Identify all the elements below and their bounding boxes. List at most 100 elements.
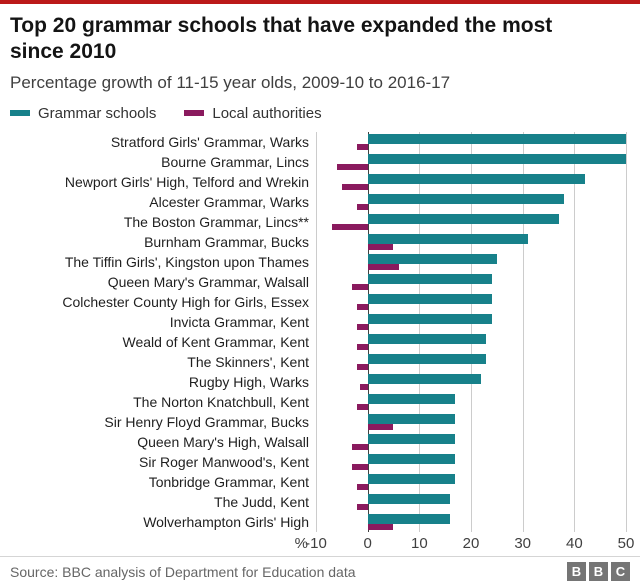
bar-local-authority xyxy=(367,243,394,250)
bar-local-authority xyxy=(357,403,368,410)
category-label: Newport Girls' High, Telford and Wrekin xyxy=(64,173,309,190)
source-attribution: Source: BBC analysis of Department for E… xyxy=(10,563,356,580)
legend-item-grammar-schools: Grammar schools xyxy=(10,105,156,122)
bar-local-authority xyxy=(357,203,368,210)
bar-grammar-school xyxy=(367,193,564,204)
bar-local-authority xyxy=(341,183,368,190)
bar-local-authority xyxy=(357,143,368,150)
legend-label: Grammar schools xyxy=(38,104,157,122)
bar-local-authority xyxy=(352,443,368,450)
category-label: Tonbridge Grammar, Kent xyxy=(148,473,309,490)
category-label: Stratford Girls' Grammar, Warks xyxy=(110,133,309,150)
tick-label: 30 xyxy=(514,534,531,552)
bar-grammar-school xyxy=(367,453,456,464)
chart-row xyxy=(316,412,626,432)
bbc-logo: B B C xyxy=(567,562,630,581)
bar-local-authority xyxy=(357,303,368,310)
chart-row xyxy=(316,512,626,532)
gridline xyxy=(316,131,317,532)
chart-row xyxy=(316,292,626,312)
bar-grammar-school xyxy=(367,273,492,284)
bar-local-authority xyxy=(357,503,368,510)
bar-local-authority xyxy=(359,383,368,390)
chart-row xyxy=(316,252,626,272)
footer: Source: BBC analysis of Department for E… xyxy=(0,556,640,587)
bar-grammar-school xyxy=(367,173,585,184)
plot-column: % -10 0 10 20 30 40 50 xyxy=(295,131,635,555)
bar-local-authority xyxy=(331,223,368,230)
category-label: The Norton Knatchbull, Kent xyxy=(133,393,309,410)
category-label: The Judd, Kent xyxy=(214,493,309,510)
axis-unit-label: % xyxy=(294,534,308,552)
bbc-logo-block: B xyxy=(589,562,608,581)
category-label: Sir Roger Manwood's, Kent xyxy=(139,453,309,470)
bar-local-authority xyxy=(357,323,368,330)
page-title: Top 20 grammar schools that have expande… xyxy=(10,14,553,64)
category-label: Rugby High, Warks xyxy=(188,373,309,390)
chart-row xyxy=(316,132,626,152)
tick-label: 40 xyxy=(565,534,583,552)
category-label: Bourne Grammar, Lincs xyxy=(161,153,309,170)
bar-grammar-school xyxy=(367,353,487,364)
gridline xyxy=(522,131,524,532)
tick-label: 50 xyxy=(617,534,635,552)
bar-chart: Stratford Girls' Grammar, Warks Bourne Gr… xyxy=(0,131,640,555)
chart-row xyxy=(316,192,626,212)
bar-grammar-school xyxy=(367,253,497,264)
bar-grammar-school xyxy=(367,413,456,424)
bar-local-authority xyxy=(352,283,368,290)
gridline xyxy=(626,131,627,532)
chart-row xyxy=(316,472,626,492)
chart-row xyxy=(316,432,626,452)
grammar-schools-swatch-icon xyxy=(10,110,30,116)
bar-grammar-school xyxy=(367,133,626,144)
bar-local-authority xyxy=(367,263,399,270)
chart-row xyxy=(316,212,626,232)
chart-header: Top 20 grammar schools that have expande… xyxy=(0,4,640,93)
gridlines xyxy=(316,131,627,532)
category-label: Weald of Kent Grammar, Kent xyxy=(122,333,310,350)
chart-row xyxy=(316,332,626,352)
category-label: Burnham Grammar, Bucks xyxy=(144,233,309,250)
chart-row xyxy=(316,452,626,472)
bar-grammar-school xyxy=(367,293,492,304)
chart-row xyxy=(316,232,626,252)
bar-grammar-school xyxy=(367,233,528,244)
gridline xyxy=(574,131,576,532)
bar-grammar-school xyxy=(367,153,626,164)
chart-row xyxy=(316,392,626,412)
gridline xyxy=(471,131,472,532)
top-accent-bar xyxy=(0,0,640,4)
category-label: Invicta Grammar, Kent xyxy=(169,313,309,330)
bar-grammar-school xyxy=(367,473,456,484)
tick-label: 10 xyxy=(410,534,428,552)
chart-row xyxy=(316,152,626,172)
bar-grammar-school xyxy=(367,373,482,384)
category-labels: Stratford Girls' Grammar, Warks Bourne Gr… xyxy=(10,132,316,555)
tick-label: -10 xyxy=(305,534,327,552)
axis-ticks: % -10 0 10 20 30 40 50 xyxy=(295,534,635,555)
page-subtitle: Percentage growth of 11-15 year olds, 20… xyxy=(10,72,451,92)
category-label: Queen Mary's Grammar, Walsall xyxy=(107,273,309,290)
category-label: The Boston Grammar, Lincs** xyxy=(123,213,309,230)
bar-local-authority xyxy=(357,343,368,350)
bar-local-authority xyxy=(336,163,368,170)
bar-grammar-school xyxy=(367,393,456,404)
bar-grammar-school xyxy=(367,213,559,224)
bar-grammar-school xyxy=(367,493,451,504)
bar-local-authority xyxy=(357,363,368,370)
plot-rows xyxy=(316,131,627,532)
category-label: Wolverhampton Girls' High xyxy=(143,513,309,530)
chart-legend: Grammar schools Local authorities xyxy=(0,93,640,132)
bar-grammar-school xyxy=(367,313,492,324)
category-label: Queen Mary's High, Walsall xyxy=(137,433,309,450)
category-label: Sir Henry Floyd Grammar, Bucks xyxy=(104,413,309,430)
category-label: Alcester Grammar, Warks xyxy=(149,193,309,210)
bar-local-authority xyxy=(352,463,368,470)
tick-label: 20 xyxy=(462,534,480,552)
bar-grammar-school xyxy=(367,433,456,444)
chart-row xyxy=(316,272,626,292)
zero-gridline xyxy=(367,131,369,532)
category-label: The Tiffin Girls', Kingston upon Thames xyxy=(64,253,309,270)
chart-row xyxy=(316,172,626,192)
